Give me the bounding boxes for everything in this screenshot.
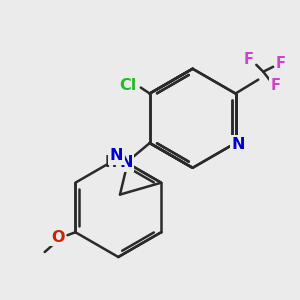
Text: F: F: [276, 56, 286, 71]
Text: F: F: [243, 52, 254, 67]
Text: Cl: Cl: [119, 78, 136, 93]
Text: O: O: [51, 230, 64, 245]
Text: N: N: [110, 148, 123, 164]
Text: H: H: [105, 155, 117, 170]
Text: N: N: [232, 136, 245, 152]
Text: N: N: [119, 155, 133, 170]
Text: F: F: [270, 78, 280, 93]
